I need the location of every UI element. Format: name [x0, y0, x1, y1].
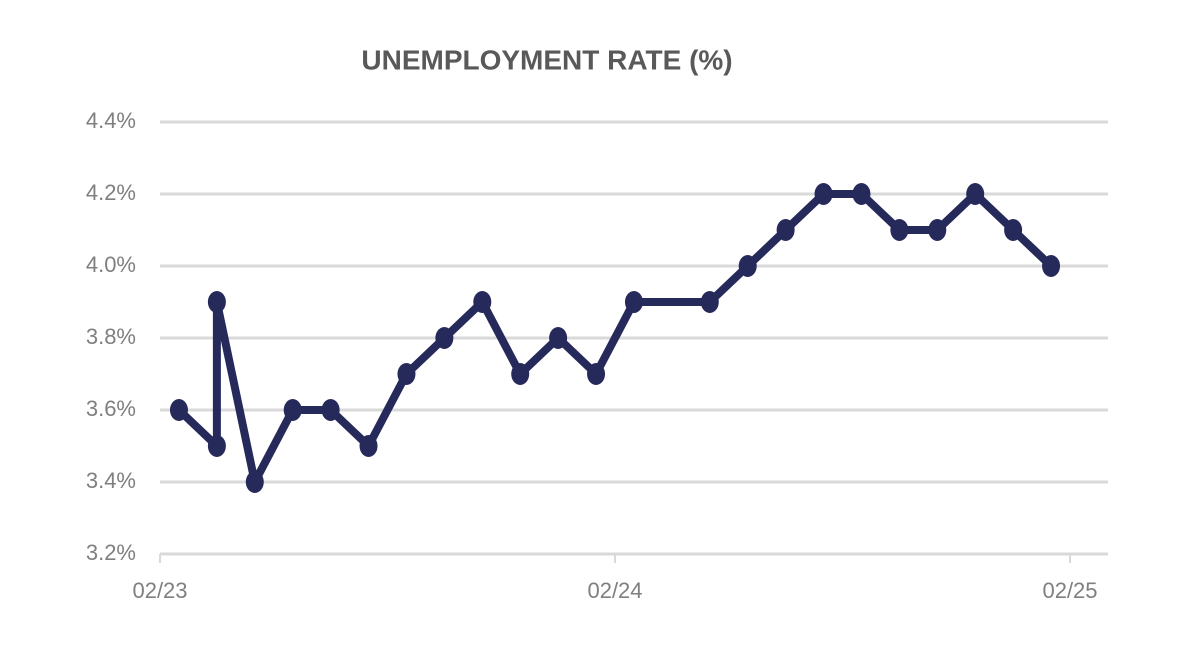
x-tick-label: 02/23 — [132, 578, 187, 603]
marker — [435, 327, 454, 349]
marker — [587, 363, 606, 385]
marker — [852, 183, 871, 205]
marker — [966, 183, 985, 205]
y-tick-label: 4.4% — [86, 108, 136, 133]
marker — [473, 291, 492, 313]
marker — [359, 435, 378, 457]
marker — [283, 399, 302, 421]
marker — [890, 219, 909, 241]
marker — [738, 255, 757, 277]
marker — [245, 471, 264, 493]
x-tick-label: 02/24 — [587, 578, 642, 603]
x-tick-label: 02/25 — [1042, 578, 1097, 603]
marker — [928, 219, 947, 241]
y-tick-label: 3.6% — [86, 396, 136, 421]
y-tick-label: 3.4% — [86, 468, 136, 493]
marker — [624, 291, 643, 313]
y-tick-label: 4.2% — [86, 180, 136, 205]
y-tick-label: 3.8% — [86, 324, 136, 349]
marker — [776, 219, 795, 241]
marker — [700, 291, 719, 313]
marker — [549, 327, 568, 349]
y-tick-label: 3.2% — [86, 540, 136, 565]
marker — [1042, 255, 1061, 277]
marker — [207, 291, 226, 313]
marker — [397, 363, 416, 385]
marker — [814, 183, 833, 205]
chart-title: UNEMPLOYMENT RATE (%) — [361, 44, 732, 75]
y-tick-label: 4.0% — [86, 252, 136, 277]
marker — [1004, 219, 1023, 241]
marker — [511, 363, 530, 385]
marker — [169, 399, 188, 421]
marker — [207, 435, 226, 457]
marker — [321, 399, 340, 421]
